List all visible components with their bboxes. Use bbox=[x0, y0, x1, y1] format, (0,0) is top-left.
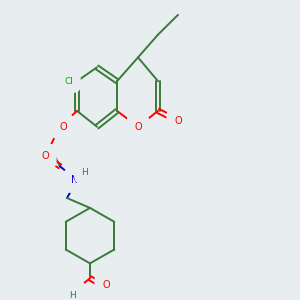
Text: O: O bbox=[102, 280, 110, 290]
Text: Cl: Cl bbox=[64, 77, 74, 86]
Text: O: O bbox=[174, 116, 182, 126]
Text: O: O bbox=[134, 122, 142, 132]
Text: O: O bbox=[59, 122, 67, 132]
Text: H: H bbox=[82, 168, 88, 177]
Text: N: N bbox=[71, 175, 79, 185]
Text: O: O bbox=[41, 152, 49, 161]
Text: O: O bbox=[70, 288, 78, 298]
Text: H: H bbox=[69, 291, 75, 300]
